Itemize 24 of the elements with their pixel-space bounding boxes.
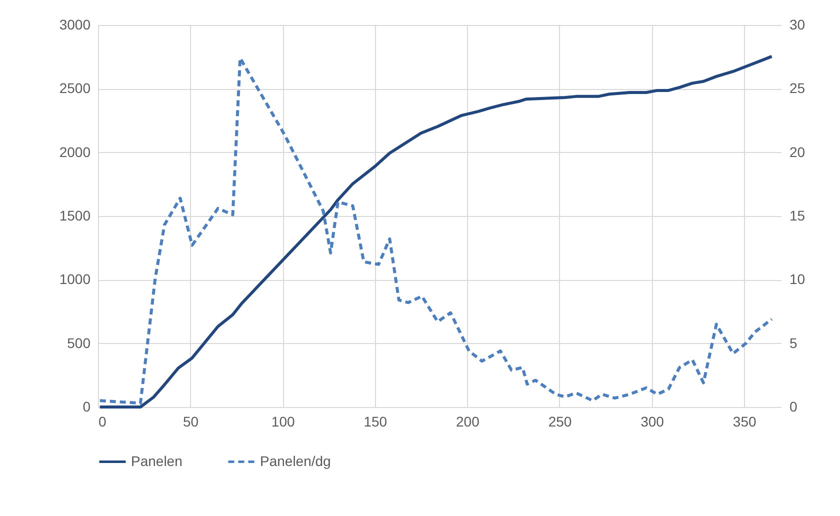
y2-tick-label: 10 xyxy=(790,271,806,288)
y-tick-label: 1500 xyxy=(59,208,91,224)
x-tick-label: 350 xyxy=(732,414,756,430)
x-tick-label: 50 xyxy=(183,414,199,430)
y2-tick-label: 25 xyxy=(790,80,806,96)
legend-label: Panelen xyxy=(131,452,182,469)
y-tick-label: 1000 xyxy=(59,271,91,288)
x-tick-label: 300 xyxy=(640,414,664,430)
y-tick-label: 0 xyxy=(82,398,91,414)
y-tick-label: 2500 xyxy=(59,80,91,96)
y-tick-label: 2000 xyxy=(59,144,91,160)
x-tick-label: 250 xyxy=(548,414,572,430)
y2-tick-label: 15 xyxy=(790,208,806,224)
x-tick-label: 150 xyxy=(364,414,388,430)
y-tick-label: 500 xyxy=(67,334,91,351)
y-tick-label: 3000 xyxy=(59,16,91,32)
x-tick-label: 200 xyxy=(456,414,480,430)
y2-tick-label: 30 xyxy=(790,16,806,32)
x-tick-label: 0 xyxy=(98,414,106,430)
y2-tick-label: 5 xyxy=(790,334,798,351)
y2-tick-label: 0 xyxy=(790,398,798,414)
x-tick-label: 100 xyxy=(271,414,295,430)
legend-label: Panelen/dg xyxy=(260,452,331,469)
y2-tick-label: 20 xyxy=(790,144,806,160)
